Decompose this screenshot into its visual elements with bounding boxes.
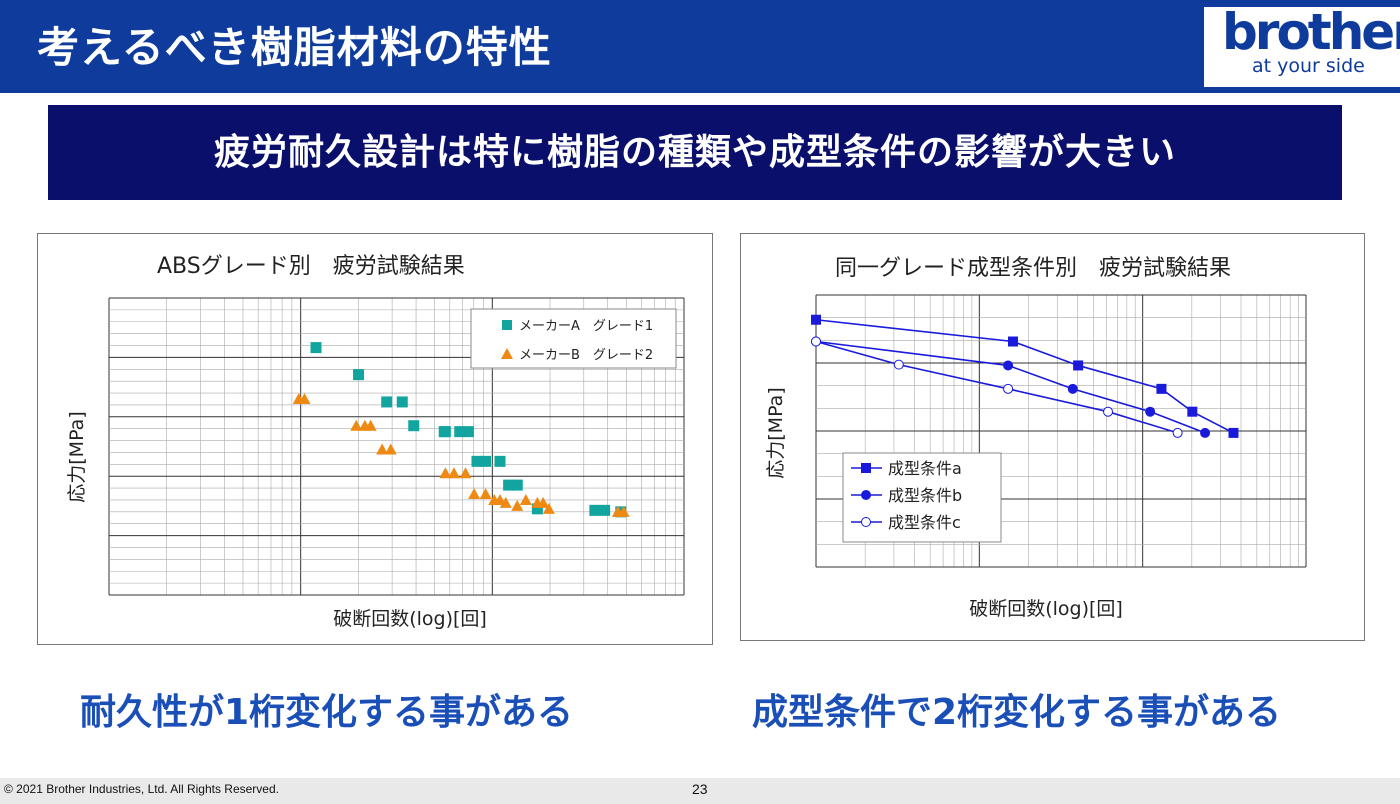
page-number: 23	[692, 781, 708, 797]
chart-2-series-1-point	[1007, 336, 1018, 347]
chart-1-title: ABSグレード別 疲労試験結果	[157, 254, 465, 279]
chart-1-series-1-point	[310, 342, 322, 354]
chart-2-series-2-point	[1067, 383, 1078, 394]
chart-1-series-1-point	[511, 479, 523, 491]
chart-2-series-1-point	[1187, 406, 1198, 417]
chart-2-series-1-line	[815, 318, 1234, 434]
brother-logo: brother at your side	[1204, 3, 1400, 87]
chart-1-series-2-point	[537, 496, 550, 508]
chart-2-legend-marker-2	[861, 490, 871, 500]
chart-1-series-1-point	[503, 479, 515, 491]
chart-1-series-2-point	[519, 493, 532, 505]
chart-2-series-1-point	[1228, 427, 1239, 438]
chart-1-legend-label-2: メーカーB グレード2	[519, 348, 653, 363]
chart-1-series-1-point	[439, 426, 451, 438]
chart-2-series-1-point	[1073, 360, 1084, 371]
chart-2-legend-label-1: 成型条件a	[888, 459, 962, 478]
caption-right: 成型条件で2桁変化する事がある	[752, 692, 1282, 733]
chart-2-series-3-point	[1172, 427, 1183, 438]
chart-1-series-1-point	[480, 455, 492, 467]
chart-1-series-2-point	[364, 419, 377, 431]
header-bar: 考えるべき樹脂材料の特性 brother at your side	[0, 0, 1400, 93]
chart-1-series-2-point	[542, 502, 555, 514]
chart-2-series-1-point	[811, 314, 821, 325]
chart-1-series-2-point	[479, 488, 492, 500]
chart-1-series-2-point	[439, 467, 452, 479]
chart-2-series-3-point	[893, 359, 904, 370]
chart-2-legend-label-3: 成型条件c	[888, 513, 961, 532]
chart-1-series-1-point	[454, 426, 466, 438]
chart-2-series-2-point	[1003, 360, 1014, 371]
page-title: 考えるべき樹脂材料の特性	[37, 23, 552, 72]
copyright-text: © 2021 Brother Industries, Ltd. All Righ…	[4, 782, 279, 796]
chart-1-legend-label-1: メーカーA グレード1	[519, 319, 653, 334]
chart-1-legend-marker-1	[502, 320, 512, 330]
chart-2-series-1-point	[1156, 383, 1167, 394]
caption-left: 耐久性が1桁変化する事がある	[80, 692, 574, 733]
chart-1-series-2-point	[298, 392, 311, 404]
chart-2-series-3-point	[1003, 383, 1014, 394]
chart-1-series-1-point	[462, 426, 474, 438]
chart-1-series-2-point	[459, 467, 472, 479]
chart-2-series-3-point	[1103, 406, 1114, 417]
chart-1-series-2-point	[511, 499, 524, 511]
chart-1-series-2-point	[376, 443, 389, 455]
logo-tagline: at your side	[1252, 55, 1365, 77]
chart-1-series-1-point	[396, 396, 408, 408]
chart-1-series-1-point	[471, 455, 483, 467]
chart-1-series-1-point	[599, 504, 611, 516]
chart-1-series-1-point	[494, 455, 506, 467]
chart-1-series-1-point	[408, 420, 420, 432]
banner-text: 疲労耐久設計は特に樹脂の種類や成型条件の影響が大きい	[213, 132, 1176, 173]
chart-2-legend-label-2: 成型条件b	[888, 486, 962, 505]
chart-1-series-1-point	[531, 503, 543, 515]
chart-1-series-1-point	[381, 396, 393, 408]
chart-1-series-1-point	[589, 504, 601, 516]
chart-2-title: 同一グレード成型条件別 疲労試験結果	[835, 256, 1231, 281]
chart-1-xlabel: 破断回数(log)[回]	[333, 608, 487, 630]
chart-molding-conditions: 同一グレード成型条件別 疲労試験結果 成型条件a 成型条件b 成型条件c 応力[MP…	[740, 233, 1365, 641]
chart-2-series-3-point	[811, 336, 821, 347]
logo-wordmark: brother	[1222, 3, 1400, 61]
key-message-banner: 疲労耐久設計は特に樹脂の種類や成型条件の影響が大きい	[48, 105, 1342, 200]
chart-1-series-2-point	[468, 488, 481, 500]
chart-1-legend-marker-2	[501, 348, 513, 359]
chart-abs-grade: ABSグレード別 疲労試験結果 メーカーA グレード1 メーカーB グレード2 応…	[37, 233, 713, 645]
chart-1-series-2-point	[384, 443, 397, 455]
chart-1-ylabel: 応力[MPa]	[66, 411, 88, 502]
chart-1-series-2-point	[448, 467, 460, 479]
chart-1-series-2-point	[350, 419, 363, 431]
chart-1-series-1-point	[353, 369, 365, 381]
chart-2-legend-marker-1	[861, 463, 871, 473]
chart-2-xlabel: 破断回数(log)[回]	[969, 598, 1123, 620]
chart-1-series-2-point	[499, 496, 512, 508]
chart-2-ylabel: 応力[MPa]	[765, 387, 787, 478]
chart-2-legend-marker-3	[861, 517, 871, 527]
footer-bar: © 2021 Brother Industries, Ltd. All Righ…	[0, 778, 1400, 804]
chart-1-series-2-point	[617, 505, 630, 517]
chart-2-series-2-point	[1200, 427, 1211, 438]
chart-2-series-2-point	[1145, 406, 1156, 417]
